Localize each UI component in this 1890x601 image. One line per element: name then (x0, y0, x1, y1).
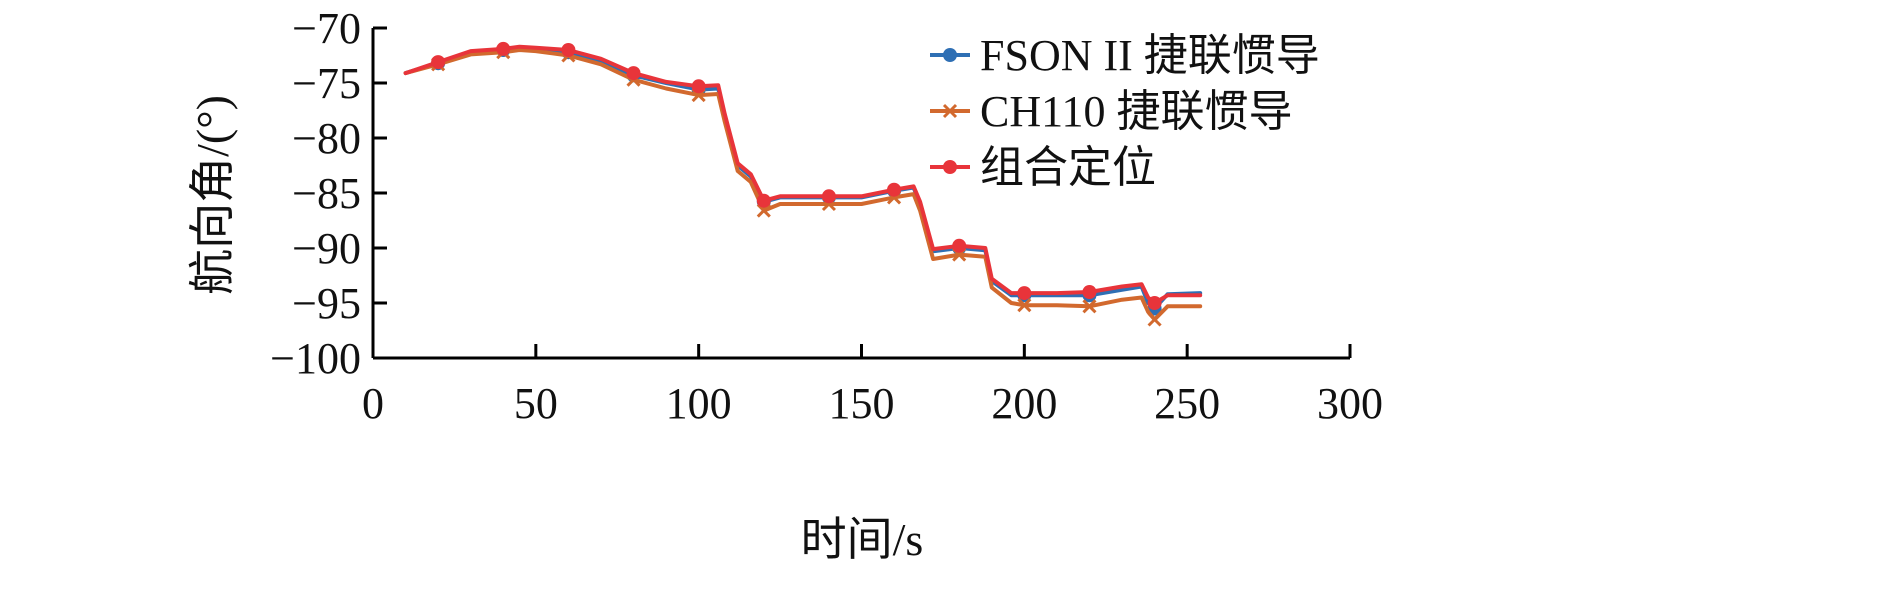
x-tick-label: 300 (1317, 379, 1383, 428)
y-axis-title: 航向角/(°) (187, 95, 238, 295)
legend-item: FSON II 捷联惯导 (930, 31, 1320, 80)
series-marker (1017, 298, 1032, 313)
y-tick-label: −95 (292, 279, 361, 328)
legend-label: CH110 捷联惯导 (980, 87, 1293, 136)
series-marker (626, 66, 641, 81)
series-marker (821, 189, 836, 204)
x-tick-label: 50 (514, 379, 558, 428)
x-tick-label: 200 (991, 379, 1057, 428)
series-marker (496, 41, 511, 56)
series-layer (403, 41, 1203, 327)
legend-marker (942, 103, 958, 119)
series-line (403, 48, 1203, 322)
series-marker (1147, 312, 1162, 327)
series-marker (952, 238, 967, 253)
series-marker (1082, 299, 1097, 314)
series-marker (1017, 286, 1032, 301)
legend-marker (943, 48, 957, 62)
series-marker (756, 203, 771, 218)
x-tick-label: 250 (1154, 379, 1220, 428)
series-marker (691, 79, 706, 94)
series-marker (561, 43, 576, 57)
legend-item: 组合定位 (930, 143, 1156, 192)
y-tick-label: −85 (292, 169, 361, 218)
y-tick-label: −90 (292, 224, 361, 273)
series-2 (403, 41, 1203, 310)
x-axis-title: 时间/s (801, 514, 924, 565)
x-tick-label: 100 (666, 379, 732, 428)
series-marker (756, 193, 771, 208)
y-tick-label: −100 (270, 334, 361, 383)
series-marker (1082, 285, 1097, 299)
y-tick-label: −70 (292, 4, 361, 53)
series-marker (1147, 296, 1162, 310)
y-tick-label: −75 (292, 59, 361, 108)
legend-label: FSON II 捷联惯导 (980, 31, 1320, 80)
y-ticks: −70 −75 −80 −85 −90 −95 −100 (270, 4, 387, 383)
y-tick-label: −80 (292, 114, 361, 163)
legend-item: CH110 捷联惯导 (930, 87, 1293, 136)
plot-area: −70 −75 −80 −85 −90 −95 −100 0 50 100 150 200 250 30… (270, 4, 1383, 428)
series-marker (431, 55, 446, 70)
x-ticks: 0 50 100 150 200 250 300 (362, 344, 1383, 428)
x-tick-label: 0 (362, 379, 384, 428)
x-tick-label: 150 (829, 379, 895, 428)
series-marker (887, 182, 902, 197)
legend-marker (943, 160, 957, 174)
legend-label: 组合定位 (980, 143, 1156, 192)
